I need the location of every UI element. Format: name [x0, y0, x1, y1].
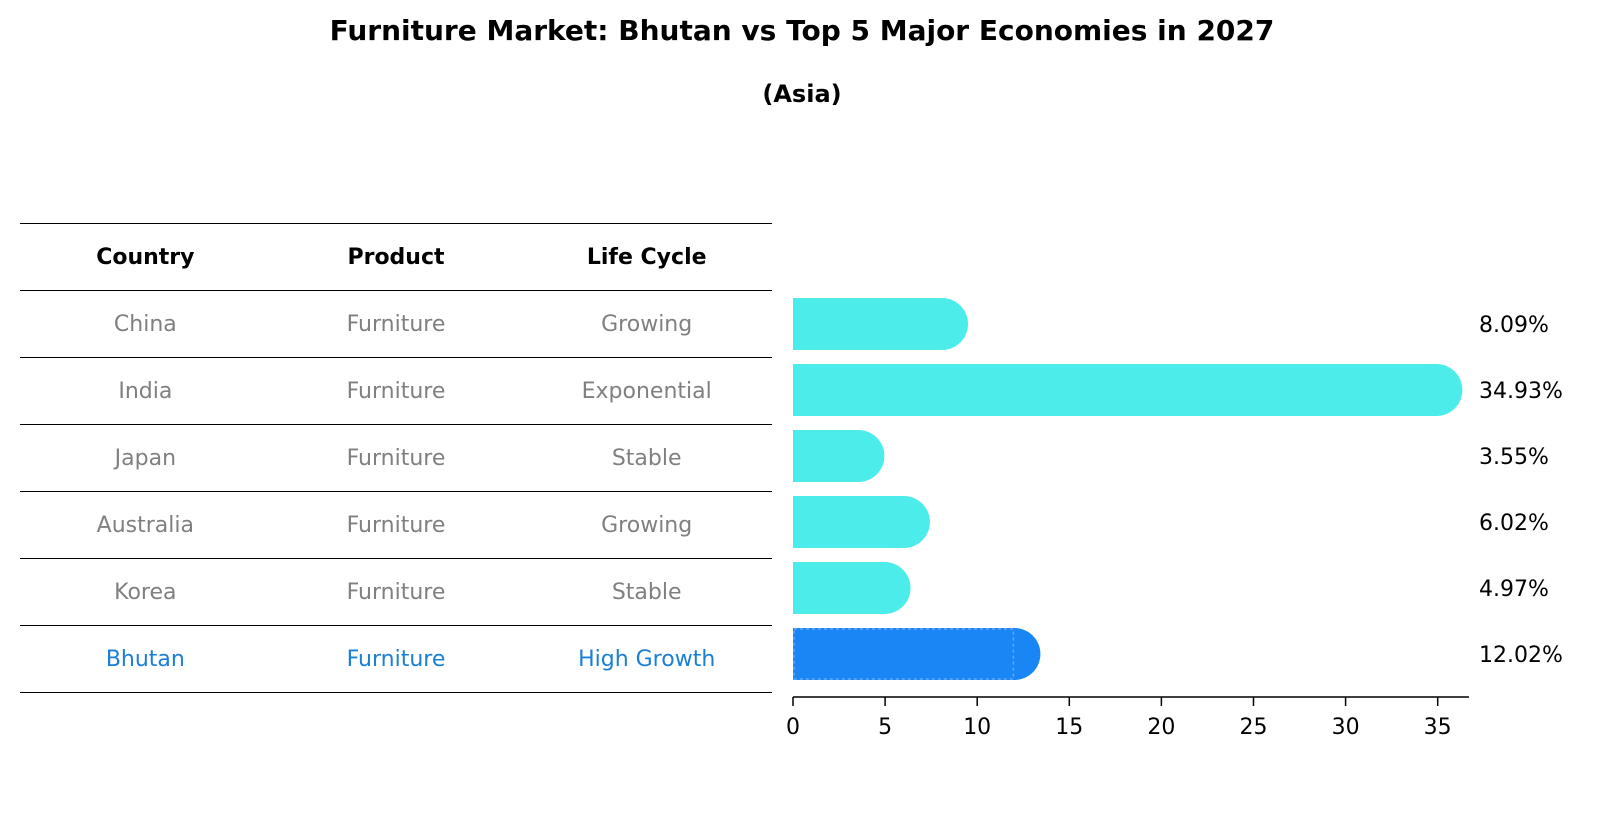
bar-india	[793, 364, 1463, 416]
x-tick-label-15: 15	[1055, 715, 1083, 740]
bar-australia	[793, 496, 930, 548]
cell-product: Furniture	[346, 445, 446, 471]
chart-title: Furniture Market: Bhutan vs Top 5 Major …	[329, 14, 1275, 47]
cell-country: Japan	[114, 445, 177, 471]
value-label-bhutan: 12.02%	[1479, 643, 1563, 668]
cell-life-cycle: Exponential	[581, 378, 712, 404]
x-tick-label-20: 20	[1147, 715, 1175, 740]
cell-country: India	[118, 378, 173, 404]
bar-bhutan	[793, 628, 1041, 680]
bar-cap-bhutan	[988, 628, 1041, 680]
cell-product: Furniture	[346, 579, 446, 605]
cell-life-cycle: Stable	[611, 579, 682, 605]
header-product: Product	[347, 244, 445, 270]
x-tick-label-25: 25	[1239, 715, 1267, 740]
table-row-india: India Furniture Exponential	[20, 357, 772, 424]
value-label-china: 8.09%	[1479, 313, 1549, 338]
value-label-australia: 6.02%	[1479, 511, 1549, 536]
bar-cap-china	[916, 298, 969, 350]
cell-life-cycle: Growing	[601, 311, 693, 337]
value-label-korea: 4.97%	[1479, 577, 1549, 602]
header-life-cycle: Life Cycle	[586, 244, 707, 270]
cell-country: Australia	[96, 512, 194, 538]
cell-country: China	[113, 311, 177, 337]
chart-subtitle: (Asia)	[762, 80, 842, 108]
table-row-bhutan: Bhutan Furniture High Growth	[20, 625, 772, 693]
value-label-india: 34.93%	[1479, 379, 1563, 404]
bar-cap-japan	[832, 430, 885, 482]
bar-body-india	[793, 364, 1437, 416]
cell-product: Furniture	[346, 512, 446, 538]
x-tick-label-30: 30	[1332, 715, 1360, 740]
country-table: Country Product Life Cycle China Furnitu…	[20, 223, 772, 693]
bar-body-bhutan	[793, 628, 1015, 680]
bar-japan	[793, 430, 885, 482]
x-tick-label-0: 0	[786, 715, 800, 740]
cell-product: Furniture	[346, 646, 446, 672]
bar-cap-korea	[858, 562, 911, 614]
bar-highlight-outline	[793, 628, 1015, 680]
table-row-china: China Furniture Growing	[20, 290, 772, 357]
bar-korea	[793, 562, 911, 614]
header-country: Country	[96, 244, 195, 270]
table-row-korea: Korea Furniture Stable	[20, 558, 772, 625]
cell-life-cycle: Growing	[601, 512, 693, 538]
bar-cap-india	[1410, 364, 1463, 416]
x-tick-label-5: 5	[878, 715, 892, 740]
x-tick-label-35: 35	[1424, 715, 1452, 740]
cell-life-cycle: High Growth	[578, 646, 716, 672]
cell-country: Korea	[114, 579, 177, 605]
value-label-japan: 3.55%	[1479, 445, 1549, 470]
x-tick-label-10: 10	[963, 715, 991, 740]
cell-product: Furniture	[346, 378, 446, 404]
table-header-row: Country Product Life Cycle	[20, 223, 772, 290]
cell-country: Bhutan	[105, 646, 185, 672]
table-row-australia: Australia Furniture Growing	[20, 491, 772, 558]
table-row-japan: Japan Furniture Stable	[20, 424, 772, 491]
cell-life-cycle: Stable	[611, 445, 682, 471]
bar-china	[793, 298, 969, 350]
cell-product: Furniture	[346, 311, 446, 337]
bar-cap-australia	[877, 496, 930, 548]
